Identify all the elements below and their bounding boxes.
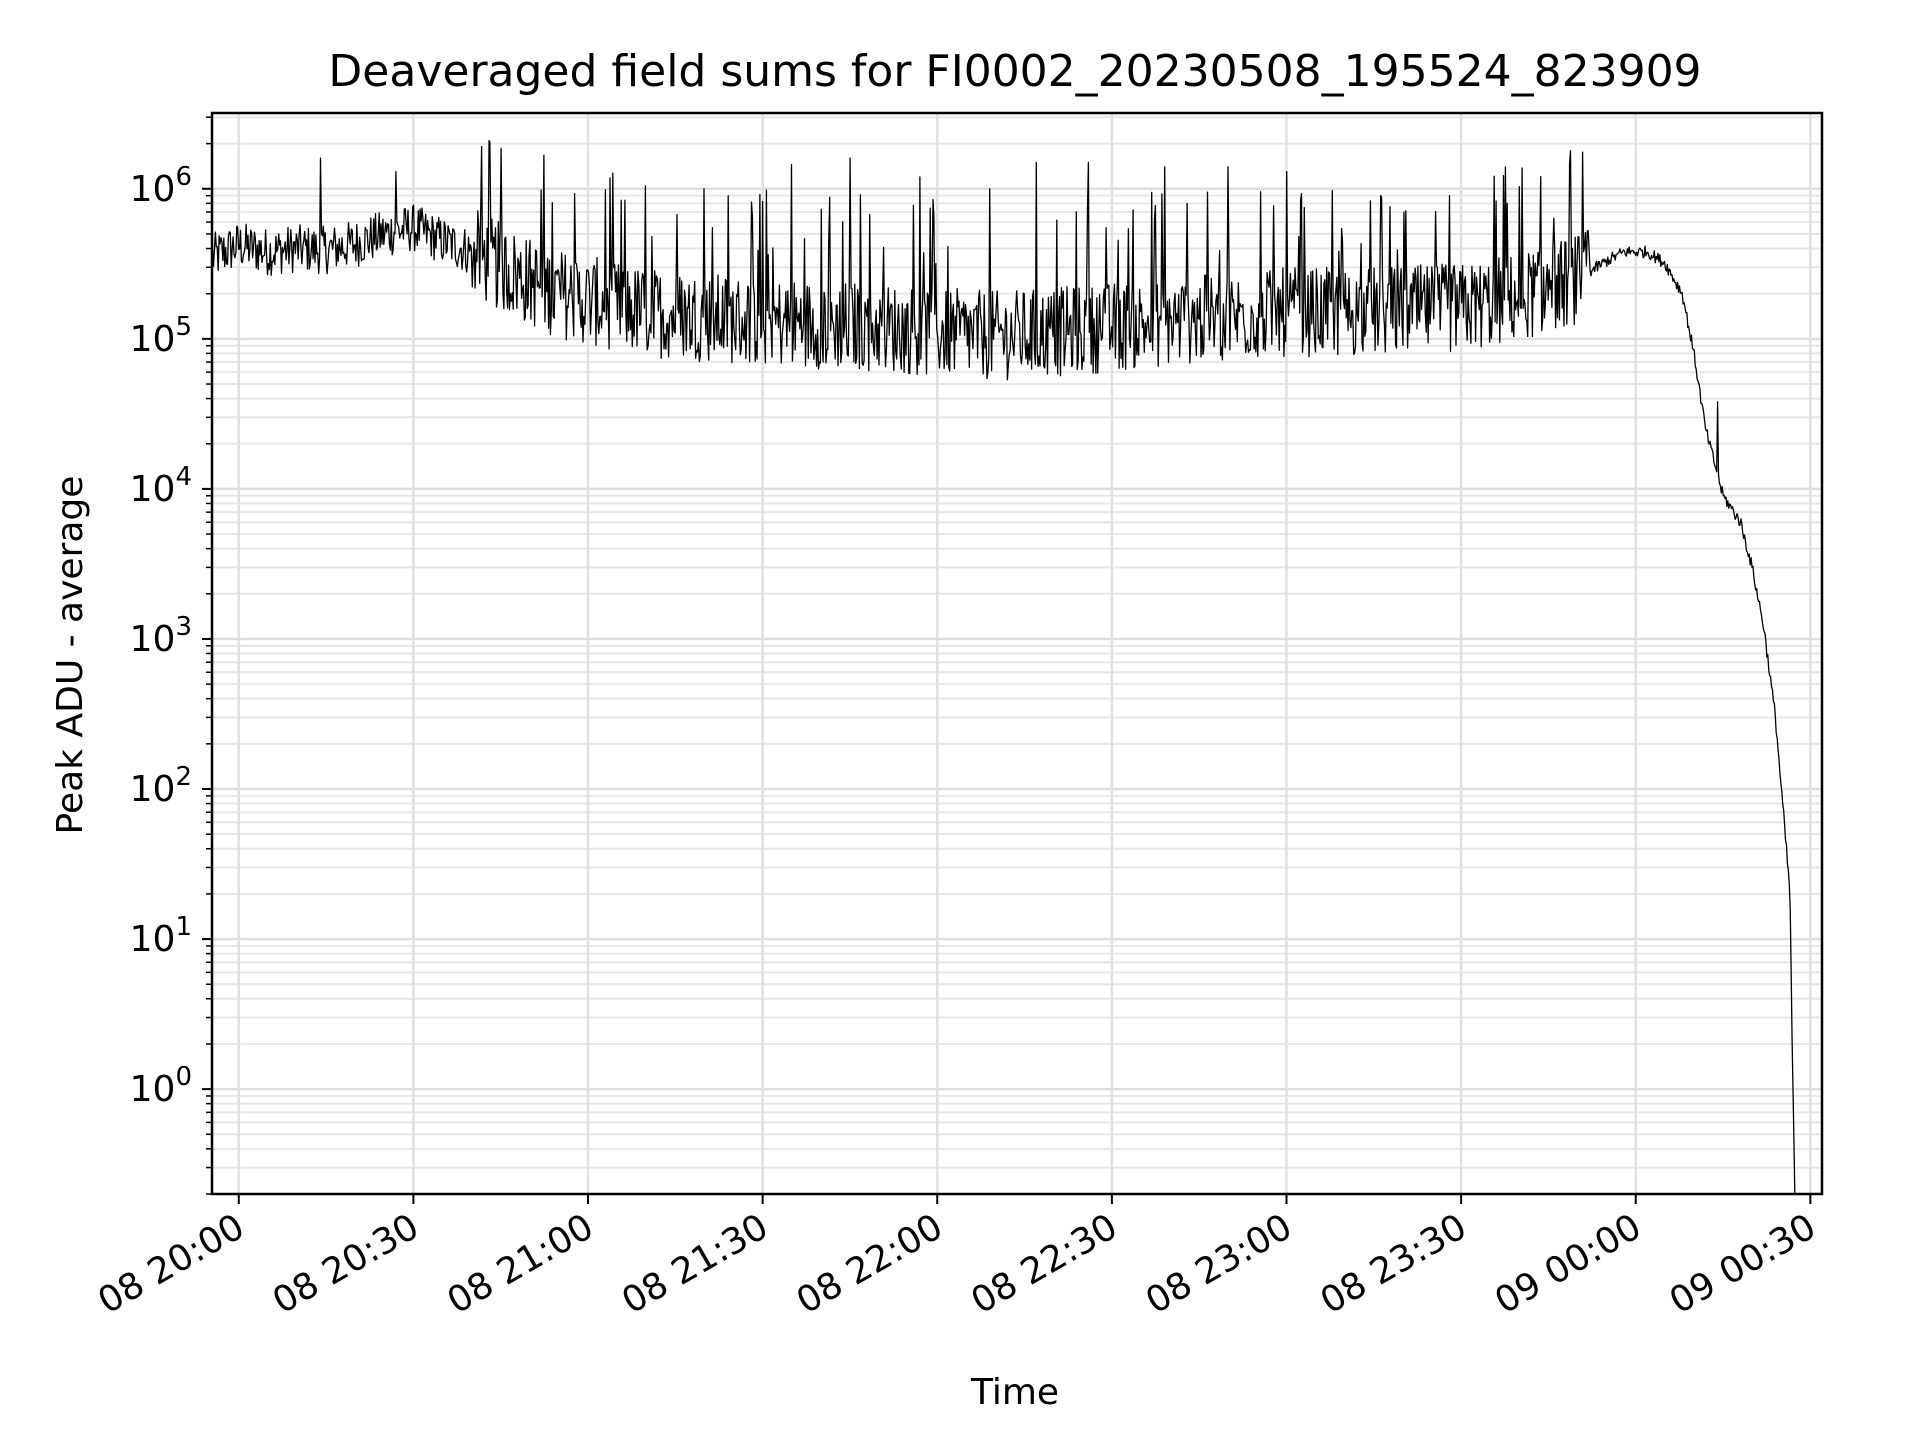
x-axis-label: Time: [970, 1372, 1059, 1413]
grid: [212, 113, 1822, 1195]
series-layer: [211, 140, 1796, 1195]
chart-title: Deaveraged field sums for FI0002_2023050…: [328, 46, 1701, 97]
y-tick-label: 100: [130, 1062, 192, 1110]
y-tick-label: 102: [130, 762, 192, 810]
y-axis-label: Peak ADU - average: [50, 476, 91, 835]
series-line: [211, 140, 1796, 1195]
y-tick-label: 105: [130, 312, 192, 360]
y-tick-label: 104: [130, 462, 192, 510]
y-tick-label: 106: [130, 162, 192, 210]
y-tick-label: 103: [130, 612, 192, 660]
y-tick-label: 101: [130, 912, 192, 960]
